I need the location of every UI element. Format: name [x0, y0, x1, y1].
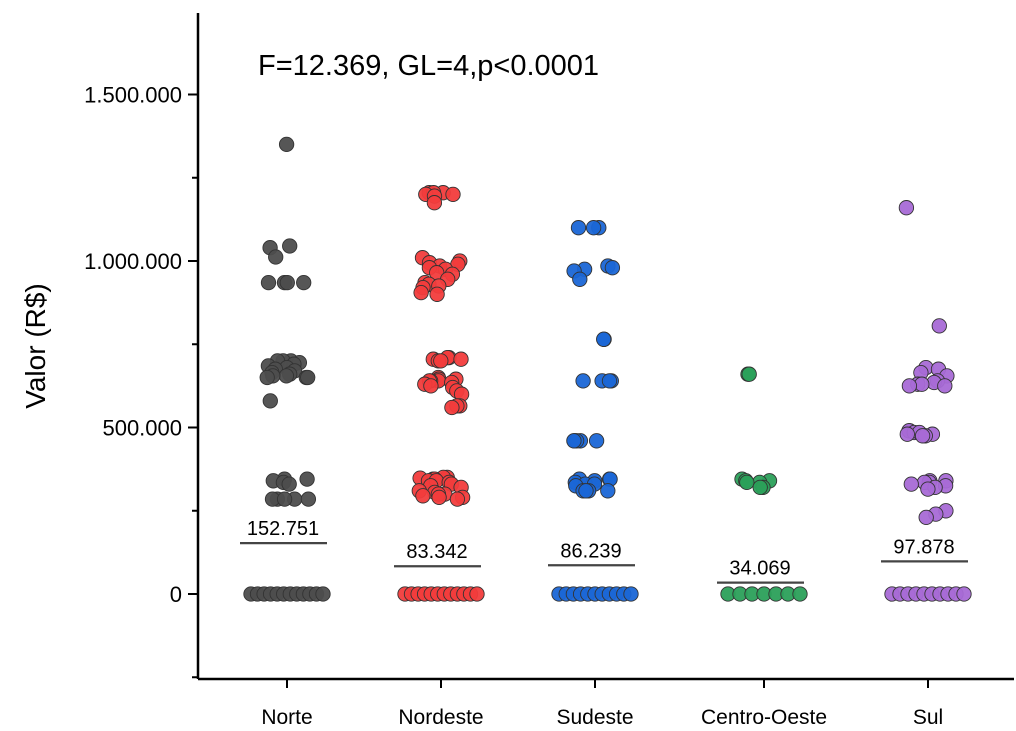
- stat-annotation: F=12.369, GL=4,p<0.0001: [258, 50, 599, 82]
- mean-label: 34.069: [729, 558, 790, 580]
- data-point: [300, 369, 316, 386]
- data-point: [596, 331, 612, 347]
- axes: [196, 13, 1014, 681]
- data-point: [278, 368, 295, 384]
- data-point: [575, 373, 591, 389]
- data-point: [431, 489, 447, 506]
- data-point: [469, 586, 485, 602]
- data-point: [914, 428, 931, 444]
- x-tick-label: Nordeste: [398, 706, 483, 729]
- data-point: [741, 366, 757, 382]
- data-point: [433, 353, 449, 369]
- mean-label: 152.751: [247, 518, 319, 540]
- data-point: [898, 200, 915, 216]
- x-axis-labels: Norte Nordeste Sudeste Centro-Oeste Sul: [261, 679, 943, 729]
- data-point: [315, 586, 331, 602]
- y-tick-label: 0: [170, 582, 182, 607]
- data-point: [278, 136, 295, 153]
- data-point: [260, 274, 277, 291]
- data-point: [601, 373, 618, 389]
- data-point: [600, 483, 616, 499]
- data-point: [585, 220, 602, 236]
- y-axis-ticks: 0 500.000 1.000.000 1.500.000: [84, 83, 198, 679]
- y-tick-label: 1.500.000: [84, 83, 182, 108]
- data-point: [937, 378, 953, 394]
- data-point: [623, 586, 639, 602]
- y-tick-label: 1.000.000: [84, 249, 182, 274]
- data-point: [570, 220, 587, 236]
- data-point: [276, 491, 293, 507]
- x-tick-label: Centro-Oeste: [701, 706, 827, 729]
- data-point: [899, 426, 915, 442]
- data-point: [415, 488, 431, 504]
- data-point: [429, 286, 445, 302]
- data-point: [901, 378, 918, 394]
- data-point: [444, 399, 460, 416]
- y-axis-label: Valor (R$): [20, 283, 51, 409]
- data-point: [259, 369, 275, 386]
- data-point: [956, 586, 972, 602]
- x-tick-label: Sul: [913, 706, 943, 729]
- mean-label: 86.239: [560, 540, 621, 562]
- x-tick-label: Sudeste: [556, 706, 633, 729]
- data-point: [566, 433, 582, 449]
- data-point: [453, 351, 469, 367]
- data-point: [903, 476, 919, 492]
- data-point: [296, 274, 312, 291]
- x-tick-label: Norte: [261, 706, 312, 729]
- data-point: [279, 274, 295, 291]
- mean-label: 97.878: [893, 536, 954, 558]
- data-point: [752, 479, 768, 496]
- data-points: [243, 136, 972, 602]
- data-point: [300, 491, 317, 507]
- data-point: [413, 284, 429, 301]
- y-tick-label: 500.000: [102, 416, 182, 441]
- data-point: [299, 471, 315, 487]
- data-point: [262, 393, 278, 409]
- data-point: [604, 260, 621, 276]
- data-point: [445, 186, 461, 203]
- data-point: [588, 433, 605, 449]
- data-point: [426, 195, 443, 211]
- data-point: [449, 491, 466, 507]
- data-point: [268, 249, 284, 265]
- mean-label: 83.342: [406, 541, 467, 563]
- data-point: [423, 378, 439, 394]
- data-point: [931, 318, 947, 334]
- data-point: [739, 474, 755, 491]
- data-point: [578, 483, 594, 499]
- data-point: [572, 271, 588, 287]
- data-point: [792, 586, 808, 602]
- data-point: [918, 509, 934, 526]
- data-point: [281, 476, 297, 492]
- mean-markers: 152.751 83.342 86.239 34.069 97.878: [240, 518, 968, 584]
- data-point: [282, 238, 298, 254]
- data-point: [920, 481, 936, 497]
